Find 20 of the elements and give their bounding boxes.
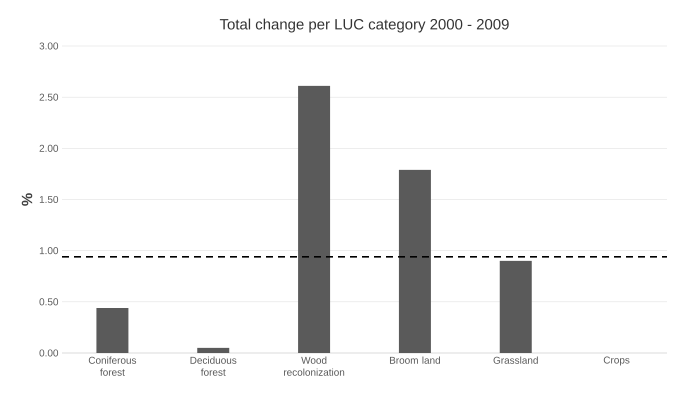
x-tick-label: Grassland bbox=[494, 356, 538, 364]
bar bbox=[96, 308, 128, 353]
bar bbox=[298, 86, 330, 353]
x-tick-label: Coniferous forest bbox=[88, 356, 136, 376]
x-tick-label: Deciduous forest bbox=[190, 356, 236, 376]
chart-title: Total change per LUC category 2000 - 2009 bbox=[220, 18, 509, 32]
bar bbox=[197, 348, 230, 353]
y-tick-label: 3.00 bbox=[39, 42, 58, 50]
x-tick-label: Crops bbox=[604, 356, 630, 366]
y-tick-label: 2.00 bbox=[40, 144, 58, 152]
y-axis-title: % bbox=[22, 193, 32, 206]
y-tick-label: 0.00 bbox=[39, 349, 58, 357]
y-tick-label: 1.50 bbox=[40, 196, 58, 204]
y-tick-label: 0.50 bbox=[39, 298, 58, 306]
x-tick-label: Broom land bbox=[390, 356, 440, 364]
bar bbox=[500, 260, 532, 353]
y-tick-label: 2.50 bbox=[40, 94, 58, 101]
bar bbox=[398, 170, 431, 353]
x-tick-label: Wood recolonization bbox=[284, 356, 344, 376]
y-tick-label: 1.00 bbox=[40, 247, 58, 254]
